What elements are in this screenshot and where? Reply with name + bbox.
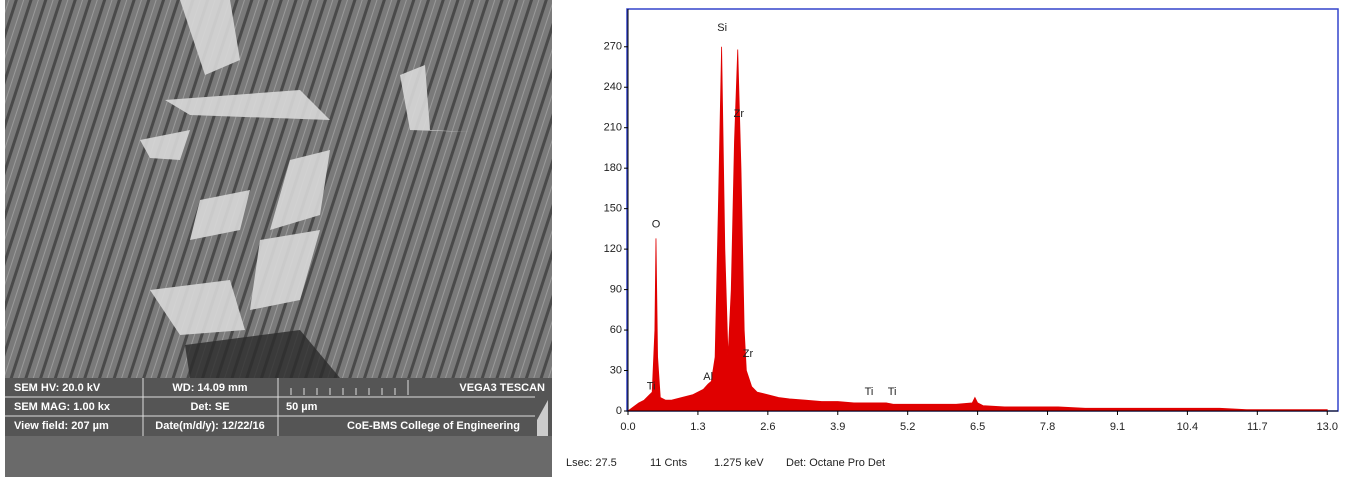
x-tick-label: 2.6: [760, 421, 775, 433]
status-energy: 1.275 keV: [714, 457, 764, 469]
y-tick-label: 120: [604, 243, 622, 255]
y-tick-label: 60: [610, 324, 622, 336]
x-tick-label: 3.9: [830, 421, 845, 433]
x-tick-label: 10.4: [1177, 421, 1198, 433]
y-tick-label: 150: [604, 203, 622, 215]
sem-det: Det: SE: [190, 401, 229, 413]
sem-panel: SEM HV: 20.0 kV WD: 14.09 mm VEGA3 TESCA…: [5, 0, 552, 477]
peak-label: Si: [717, 22, 727, 34]
peak-label: Zr: [734, 108, 745, 120]
sem-date: Date(m/d/y): 12/22/16: [155, 420, 264, 432]
y-tick-label: 30: [610, 364, 622, 376]
x-tick-label: 13.0: [1317, 421, 1338, 433]
plot-frame: [626, 8, 1339, 412]
tescan-logo: [537, 400, 548, 436]
y-tick-label: 210: [604, 122, 622, 134]
x-tick-label: 11.7: [1247, 421, 1268, 433]
sem-features: [140, 0, 470, 335]
peak-label: Zr: [743, 348, 754, 360]
x-tick-label: 0.0: [620, 421, 635, 433]
sem-info-grid: [5, 378, 535, 436]
peak-label: Ti: [888, 386, 897, 398]
sem-brand: VEGA3 TESCAN: [459, 382, 545, 394]
peak-label: Ti: [647, 381, 656, 393]
peak-label: Ti: [865, 386, 874, 398]
sem-hv: SEM HV: 20.0 kV: [14, 382, 101, 394]
sem-view-field: View field: 207 µm: [14, 420, 109, 432]
x-tick-label: 1.3: [690, 421, 705, 433]
sem-wd: WD: 14.09 mm: [172, 382, 247, 394]
x-tick-label: 6.5: [970, 421, 985, 433]
sem-mag: SEM MAG: 1.00 kx: [14, 401, 111, 413]
status-detector: Det: Octane Pro Det: [786, 457, 885, 469]
x-tick-label: 7.8: [1040, 421, 1055, 433]
spectrum-area: [626, 46, 1328, 412]
y-tick-label: 90: [610, 283, 622, 295]
x-tick-label: 9.1: [1110, 421, 1125, 433]
sem-dark-feature: [185, 330, 340, 378]
y-tick-label: 180: [604, 162, 622, 174]
y-tick-label: 270: [604, 41, 622, 53]
sem-image: [5, 0, 552, 378]
status-lsec: Lsec: 27.5: [566, 457, 617, 469]
sem-institution: CoE-BMS College of Engineering: [347, 420, 520, 432]
peak-label: O: [652, 219, 661, 231]
x-tick-label: 5.2: [900, 421, 915, 433]
y-tick-label: 0: [616, 405, 622, 417]
peak-label: Al: [703, 371, 713, 383]
status-counts: 11 Cnts: [650, 457, 688, 469]
sem-scale: 50 µm: [286, 401, 318, 413]
spectrum-chart: 0 30 60 90 120 150 180 210 240 270 0.0 1.3 2.6 3.9 5.2…: [604, 8, 1339, 433]
y-tick-label: 240: [604, 81, 622, 93]
status-bar: Lsec: 27.5 11 Cnts 1.275 keV Det: Octane…: [566, 457, 885, 469]
